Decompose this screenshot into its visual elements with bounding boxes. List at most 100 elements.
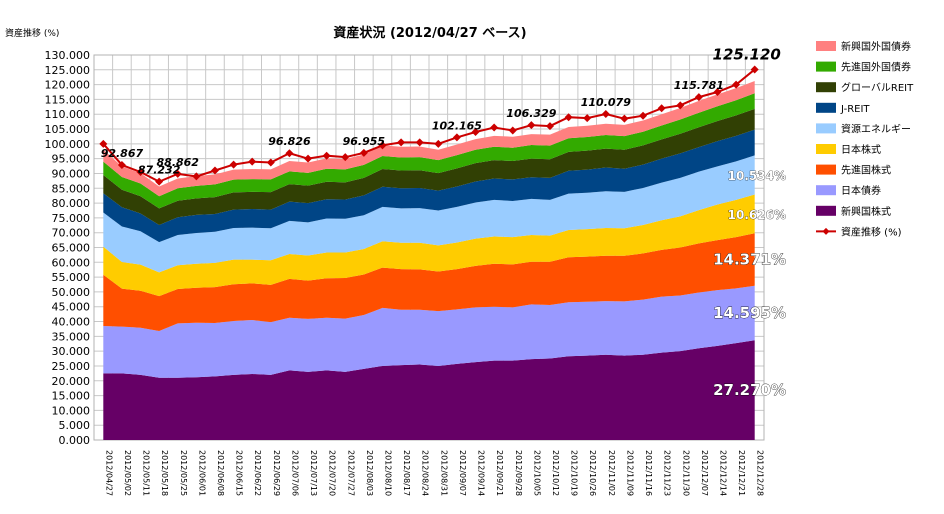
total-callout-label: 115.781: [674, 79, 724, 92]
area-1: [103, 340, 755, 440]
total-marker: [155, 177, 164, 186]
legend-label: 新興国外国債券: [841, 40, 911, 53]
x-tick-label: 2012/11/16: [644, 450, 653, 496]
y-tick-label: 75.000: [52, 212, 91, 225]
total-marker: [378, 141, 387, 150]
final-total-label: 125.120: [713, 45, 781, 63]
x-tick-label: 2012/07/27: [346, 450, 355, 496]
legend-label: 日本株式: [841, 143, 881, 156]
legend-label: 新興国株式: [841, 205, 891, 218]
total-marker: [471, 128, 480, 136]
total-marker: [434, 139, 443, 148]
y-tick-label: 80.000: [52, 197, 91, 210]
x-tick-label: 2012/11/23: [663, 450, 672, 496]
x-tick-label: 2012/06/29: [272, 450, 281, 496]
legend-label: 日本債券: [841, 184, 881, 197]
total-callout-label: 88.862: [157, 156, 200, 169]
x-tick-label: 2012/05/02: [123, 450, 132, 496]
total-line-series: [99, 65, 759, 186]
x-tick-label: 2012/11/02: [607, 450, 616, 496]
total-marker: [639, 111, 648, 120]
total-marker: [229, 160, 238, 169]
x-tick-label: 2012/10/05: [532, 450, 541, 496]
y-tick-label: 100.000: [45, 138, 91, 151]
y-tick-label: 85.000: [52, 182, 91, 195]
x-tick-label: 2012/12/07: [700, 450, 709, 496]
total-marker: [192, 172, 201, 181]
total-callout-label: 92.867: [101, 147, 144, 160]
total-marker: [210, 166, 219, 175]
total-callout-label: 96.955: [343, 135, 386, 148]
total-marker: [676, 101, 685, 110]
x-tick-label: 2012/09/07: [458, 450, 467, 496]
legend-swatch: [816, 61, 836, 72]
x-tick-label: 2012/05/11: [142, 450, 151, 496]
total-marker: [341, 153, 350, 162]
y-tick-label: 35.000: [52, 330, 91, 343]
x-tick-label: 2012/10/19: [570, 450, 579, 496]
x-tick-label: 2012/12/21: [737, 450, 746, 496]
legend-swatch: [816, 82, 836, 93]
y-tick-label: 115.000: [45, 93, 91, 106]
area-9: [103, 81, 755, 197]
area-8: [103, 93, 755, 209]
y-tick-label: 70.000: [52, 227, 91, 240]
y-tick-label: 10.000: [52, 404, 91, 417]
y-tick-label: 55.000: [52, 271, 91, 284]
x-tick-label: 2012/08/03: [365, 450, 374, 496]
share-label: 14.371%: [713, 250, 786, 268]
x-tick-label: 2012/09/14: [477, 450, 486, 496]
y-tick-label: 120.000: [45, 79, 91, 92]
area-7: [103, 108, 755, 225]
legend-label: J-REIT: [840, 104, 870, 115]
total-marker: [732, 80, 741, 89]
legend-swatch: [816, 102, 836, 113]
total-marker: [545, 122, 554, 131]
y-tick-label: 45.000: [52, 301, 91, 314]
total-line: [102, 68, 756, 183]
x-tick-label: 2012/05/18: [160, 450, 169, 496]
y-tick-label: 65.000: [52, 242, 91, 255]
x-tick-label: 2012/07/13: [309, 450, 318, 496]
x-tick-label: 2012/09/21: [495, 450, 504, 496]
y-tick-label: 5.000: [59, 419, 91, 432]
total-marker: [750, 65, 759, 74]
x-tick-label: 2012/11/30: [681, 450, 690, 496]
x-tick-label: 2012/12/14: [718, 450, 727, 496]
y-tick-label: 130.000: [45, 49, 91, 62]
y-tick-label: 110.000: [45, 108, 91, 121]
x-tick-label: 2012/09/28: [514, 450, 523, 496]
chart-title: 資産状況 (2012/04/27 ベース): [333, 25, 526, 41]
total-marker: [415, 138, 424, 147]
legend-swatch: [816, 185, 836, 196]
total-marker: [248, 157, 257, 166]
area-5: [103, 155, 755, 273]
total-marker: [304, 154, 313, 163]
x-tick-label: 2012/06/01: [197, 450, 206, 496]
total-marker: [490, 123, 499, 132]
area-6: [103, 129, 755, 243]
total-marker: [99, 139, 108, 148]
share-label: 27.270%: [713, 381, 786, 399]
y-tick-label: 90.000: [52, 167, 91, 180]
legend-label: 資源エネルギー: [841, 122, 911, 135]
total-marker: [136, 167, 145, 176]
y-tick-label: 50.000: [52, 286, 91, 299]
area-series: [103, 81, 755, 440]
total-marker: [694, 93, 703, 102]
area-2: [103, 285, 755, 378]
y-tick-label: 15.000: [52, 390, 91, 403]
y-tick-label: 40.000: [52, 316, 91, 329]
x-tick-label: 2012/06/08: [216, 450, 225, 496]
x-axis-ticks: 2012/04/27 2012/05/02 2012/05/11 2012/05/18…: [104, 450, 764, 496]
y-tick-label: 0.000: [59, 434, 91, 447]
x-tick-label: 2012/07/20: [328, 450, 337, 496]
x-tick-label: 2012/07/06: [290, 450, 299, 496]
y-tick-label: 95.000: [52, 153, 91, 166]
y-tick-label: 105.000: [45, 123, 91, 136]
x-tick-label: 2012/08/24: [421, 450, 430, 496]
x-tick-label: 2012/06/15: [235, 450, 244, 496]
